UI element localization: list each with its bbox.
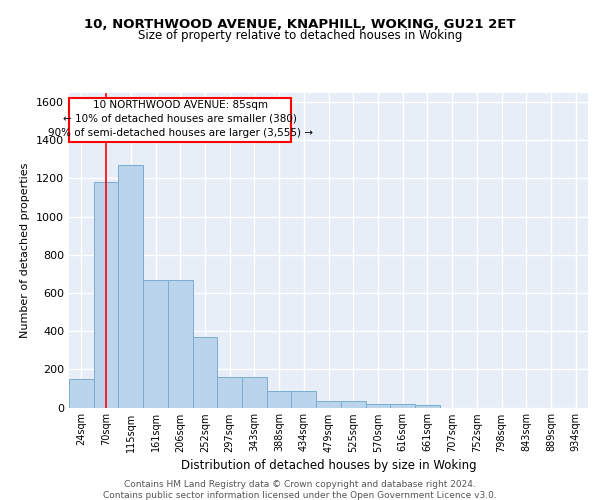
Bar	[118, 165, 143, 408]
Bar	[267, 392, 292, 407]
Bar	[143, 280, 168, 407]
Text: Contains public sector information licensed under the Open Government Licence v3: Contains public sector information licen…	[103, 491, 497, 500]
Bar	[217, 377, 242, 408]
Bar	[69, 379, 94, 408]
Bar	[242, 377, 267, 408]
Bar	[341, 401, 365, 407]
Bar	[193, 337, 217, 407]
Bar	[316, 401, 341, 407]
Bar	[292, 392, 316, 407]
Y-axis label: Number of detached properties: Number of detached properties	[20, 162, 31, 338]
Bar	[94, 182, 118, 408]
Text: ← 10% of detached houses are smaller (380): ← 10% of detached houses are smaller (38…	[63, 114, 297, 124]
Bar	[168, 280, 193, 407]
X-axis label: Distribution of detached houses by size in Woking: Distribution of detached houses by size …	[181, 459, 476, 472]
Bar	[69, 98, 292, 142]
Text: 10, NORTHWOOD AVENUE, KNAPHILL, WOKING, GU21 2ET: 10, NORTHWOOD AVENUE, KNAPHILL, WOKING, …	[84, 18, 516, 30]
Text: 90% of semi-detached houses are larger (3,555) →: 90% of semi-detached houses are larger (…	[48, 128, 313, 138]
Text: 10 NORTHWOOD AVENUE: 85sqm: 10 NORTHWOOD AVENUE: 85sqm	[93, 100, 268, 110]
Bar	[415, 404, 440, 407]
Bar	[390, 404, 415, 407]
Text: Contains HM Land Registry data © Crown copyright and database right 2024.: Contains HM Land Registry data © Crown c…	[124, 480, 476, 489]
Bar	[365, 404, 390, 407]
Text: Size of property relative to detached houses in Woking: Size of property relative to detached ho…	[138, 29, 462, 42]
